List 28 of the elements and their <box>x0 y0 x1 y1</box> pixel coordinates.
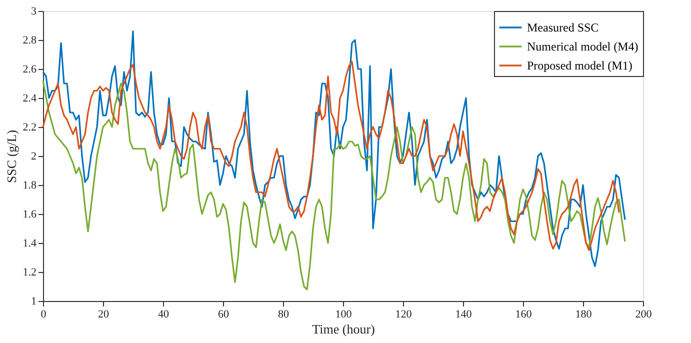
x-axis-title: Time (hour) <box>312 322 375 336</box>
y-tick-label: 1.2 <box>22 266 36 278</box>
y-tick-label: 1 <box>31 296 36 308</box>
legend-label: Proposed model (M1) <box>527 58 632 72</box>
x-tick-label: 180 <box>575 308 592 320</box>
x-tick-label: 60 <box>218 308 230 320</box>
y-tick-label: 2.4 <box>22 92 37 104</box>
y-tick-label: 3 <box>31 6 37 18</box>
x-tick-label: 120 <box>395 308 412 320</box>
x-tick-label: 160 <box>515 308 532 320</box>
x-tick-label: 80 <box>278 308 290 320</box>
y-tick-label: 2.8 <box>22 34 37 46</box>
x-tick-label: 40 <box>158 308 170 320</box>
x-tick-label: 0 <box>40 308 47 320</box>
x-tick-label: 140 <box>455 308 472 320</box>
y-tick-label: 2.6 <box>22 64 37 76</box>
x-tick-label: 20 <box>98 308 110 320</box>
legend-label: Measured SSC <box>527 20 599 34</box>
y-tick-label: 1.4 <box>22 238 37 250</box>
line-series <box>42 80 626 290</box>
y-tick-label: 1.8 <box>22 180 37 192</box>
x-tick-label: 200 <box>635 308 652 320</box>
y-tick-label: 2 <box>31 150 36 162</box>
legend-label: Numerical model (M4) <box>527 40 638 54</box>
y-tick-label: 2.2 <box>22 122 36 134</box>
y-axis-title: SSC (g/L) <box>4 130 19 184</box>
x-tick-label: 100 <box>335 308 352 320</box>
y-tick-label: 1.6 <box>22 208 37 220</box>
